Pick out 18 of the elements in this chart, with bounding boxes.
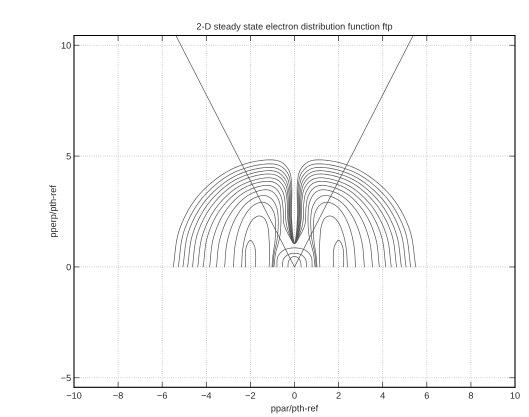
x-tick-label: −2 bbox=[246, 392, 256, 399]
x-tick-label: 0 bbox=[292, 392, 297, 399]
x-tick-label: −6 bbox=[157, 392, 168, 399]
x-tick-label: 10 bbox=[510, 392, 520, 399]
x-tick-label: 4 bbox=[380, 392, 385, 399]
chart-title: 2-D steady state electron distribution function ftp bbox=[196, 22, 392, 32]
x-tick-label: 6 bbox=[424, 392, 429, 399]
x-tick-label: 8 bbox=[468, 392, 474, 399]
x-tick-label: −10 bbox=[66, 392, 82, 399]
x-tick-label: −4 bbox=[202, 392, 212, 399]
x-tick-label: 2 bbox=[336, 392, 341, 399]
x-axis-title: ppar/pth-ref bbox=[271, 404, 318, 414]
y-axis-title: pperp/pth-ref bbox=[49, 185, 58, 238]
x-tick-label: −8 bbox=[113, 392, 123, 399]
y-tick-label: −5 bbox=[61, 374, 71, 382]
y-tick-label: 5 bbox=[66, 153, 71, 160]
y-tick-label: 0 bbox=[66, 264, 71, 270]
y-tick-label: 10 bbox=[62, 42, 71, 49]
